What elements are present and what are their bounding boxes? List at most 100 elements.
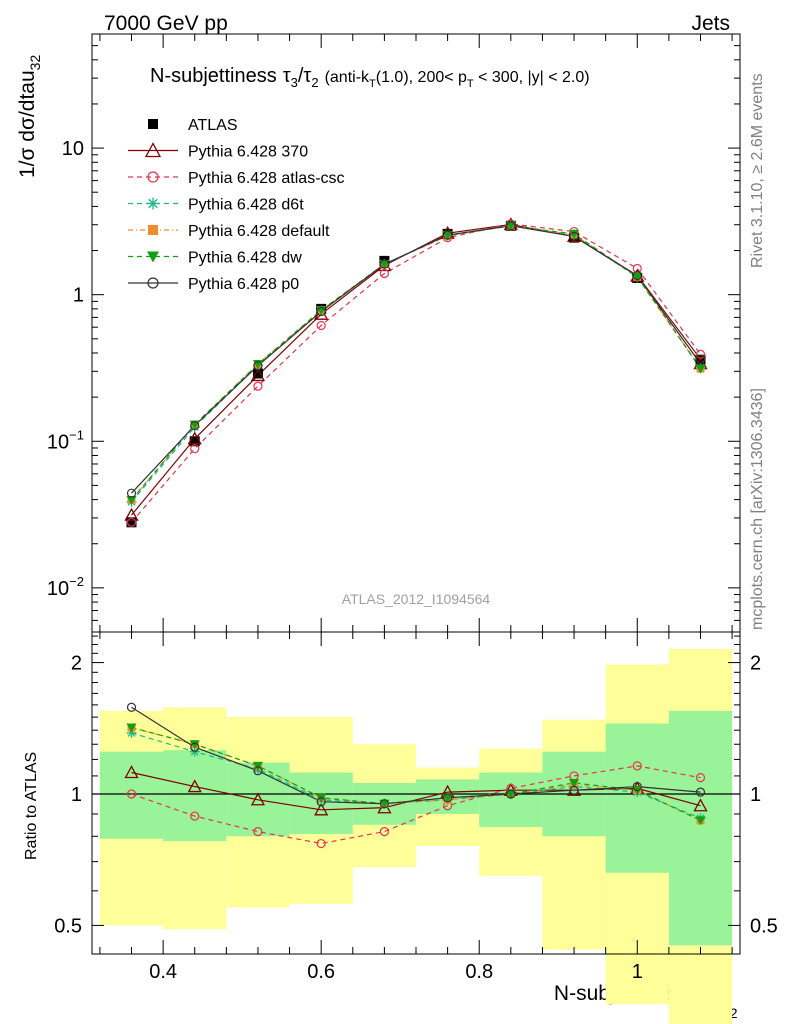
triangle-down-marker [505,221,516,231]
circle-marker [379,259,389,269]
series-line-main [131,223,701,516]
main-ylabel: 1/σ dσ/dtau32 [16,55,43,178]
circle-marker [695,354,706,364]
legend-label: Pythia 6.428 370 [188,144,308,161]
main-y-tick-label: 10 [62,138,84,160]
analysis-watermark: ATLAS_2012_I1094564 [342,591,491,607]
series-line-ratio [131,706,701,805]
triangle-marker [693,798,708,812]
legend: ATLAS Pythia 6.428 370 Pythia 6.428 atlas-… [128,117,345,293]
data-marker [126,517,137,528]
tick-base: 1 [73,285,84,307]
circle-marker [506,789,516,799]
tick-exponent: −1 [69,427,84,442]
circle-marker [379,799,389,809]
main-y-tick-label: 1 [73,285,84,307]
triangle-down-marker [505,789,516,799]
circle-marker [506,221,516,231]
triangle-marker [187,779,202,793]
circle-marker [695,787,706,797]
data-marker [695,354,706,365]
ratio-y-tick-label: 0.5 [54,915,82,937]
circle-marker [632,781,642,792]
circle-marker [632,270,642,281]
band-green-bin [668,710,733,946]
series-line-main [131,225,701,503]
data-marker [189,436,200,447]
circle-marker [379,268,389,279]
band-green-bin [99,751,164,839]
circle-marker [695,773,706,783]
circle-marker [253,766,263,776]
triangle-down-marker [569,778,580,788]
main-y-tick-label: 10−1 [47,427,84,453]
circle-marker [253,361,263,371]
circle-marker [569,785,579,795]
process-label: Jets [691,12,730,35]
legend-entry: Pythia 6.428 d6t [128,197,304,214]
ratio-y-tick-label-right: 0.5 [750,915,778,937]
x-tick-label: 1 [632,961,643,983]
triangle-down-marker [632,272,643,282]
circle-marker [443,793,453,803]
series-line-main [131,223,701,523]
triangle-marker [187,431,202,445]
triangle-marker [250,368,266,382]
circle-marker [632,761,642,771]
series-line-main [131,225,701,501]
legend-entry: Pythia 6.428 default [128,223,330,240]
circle-marker [190,420,200,431]
triangle-marker [124,507,139,521]
triangle-marker [144,142,162,158]
series-line-ratio [131,765,701,845]
data-marker [252,368,263,379]
band-green-bin [163,750,227,842]
circle-marker [316,320,326,331]
circle-marker [126,517,137,527]
legend-entry: Pythia 6.428 dw [128,250,302,267]
legend-label: Pythia 6.428 p0 [188,276,299,293]
circle-marker [147,277,159,289]
circle-marker [126,702,137,712]
circle-marker [316,306,326,317]
triangle-down-marker [126,495,137,505]
x-tick-label: 0.6 [307,961,335,983]
circle-marker [190,444,200,454]
legend-entry: Pythia 6.428 370 [128,142,308,161]
collision-label: 7000 GeV pp [104,12,228,35]
ratio-y-tick-label: 2 [71,653,82,675]
triangle-marker [314,802,329,816]
legend-label: Pythia 6.428 dw [188,250,302,267]
star-stroke [148,198,158,209]
ratio-panel: 0.5 0.5 1 1 2 2 [54,631,778,1024]
circle-marker [569,231,579,241]
series-line-ratio [131,726,701,821]
circle-marker [316,797,326,807]
series-line-main [131,225,701,501]
triangle-down-marker [442,793,453,803]
triangle-down-marker [442,231,453,241]
mcplots-label: mcplots.cern.ch [arXiv:1306.3436] [749,388,766,630]
circle-marker [126,789,137,799]
band-green-bin [605,723,669,873]
circle-marker [695,349,706,359]
data-marker [148,119,158,129]
legend-label: Pythia 6.428 atlas-csc [188,170,345,187]
triangle-down-marker [379,799,390,809]
plot-title: N-subjettiness τ3/τ2 (anti-kT(1.0), 200< p… [150,65,590,90]
triangle-down-marker [126,723,137,733]
legend-entry: ATLAS [148,117,238,134]
tick-base: 10 [47,431,69,453]
square-marker [148,225,158,235]
triangle-down-marker [695,816,706,826]
circle-marker [190,811,200,821]
circle-marker [379,827,389,837]
ratio-ylabel: Ratio to ATLAS [23,752,40,860]
circle-marker [126,488,137,498]
circle-marker [147,171,159,183]
triangle-down-marker [189,740,200,750]
series-line-main [131,225,701,494]
ratio-y-tick-label-right: 1 [750,784,761,806]
triangle-marker [250,792,266,806]
legend-label: Pythia 6.428 default [188,223,330,240]
